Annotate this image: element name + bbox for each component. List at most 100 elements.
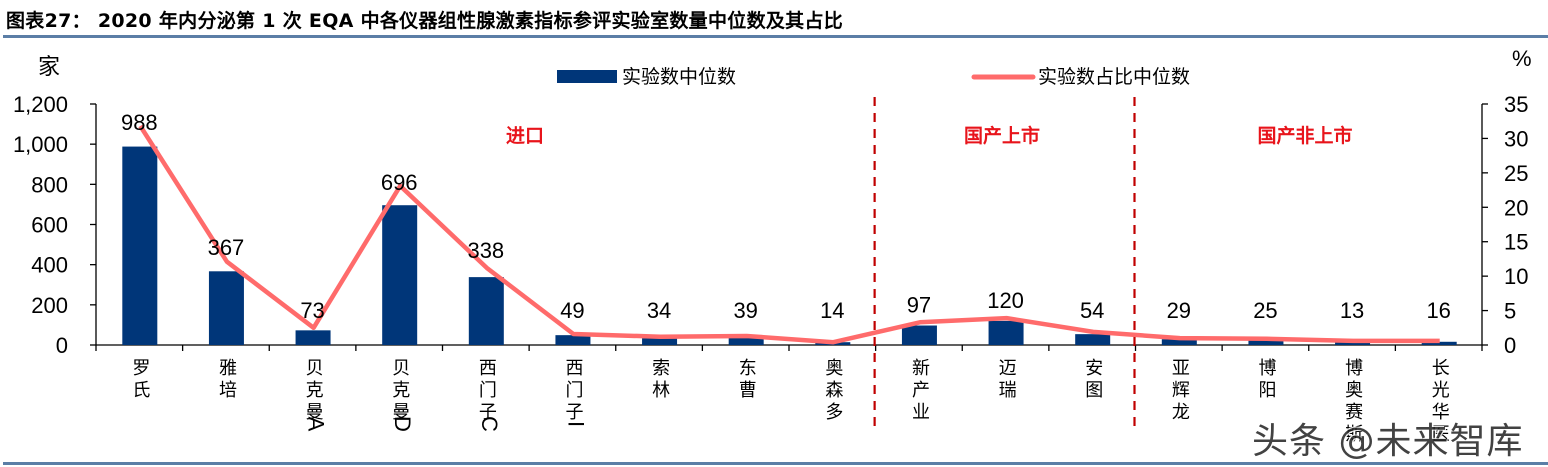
bar-value-label: 49	[560, 298, 584, 323]
bar-value-label: 16	[1426, 298, 1450, 323]
bar-value-label: 97	[907, 292, 931, 317]
category-label-char: 林	[652, 380, 670, 401]
category-label-char: 赛	[1345, 402, 1363, 423]
left-axis-tick-label: 1,200	[13, 92, 68, 117]
left-axis-tick-label: 600	[31, 213, 68, 238]
category-label-char: 阳	[1258, 380, 1276, 401]
category-label-char: 门	[479, 380, 497, 401]
category-label-char: 辉	[1172, 380, 1190, 401]
right-axis-tick-label: 15	[1504, 230, 1528, 255]
bar-value-label: 34	[647, 298, 671, 323]
bar	[468, 277, 504, 345]
bar-value-label: 338	[467, 238, 504, 263]
category-label-char: 迈	[999, 358, 1017, 379]
category-label-char: 光	[1432, 380, 1450, 401]
legend-line-label: 实验数占比中位数	[1038, 66, 1190, 88]
bar-value-label: 54	[1080, 298, 1104, 323]
figure-title: 图表27： 2020 年内分泌第 1 次 EQA 中各仪器组性腺激素指标参评实验…	[6, 10, 844, 32]
category-label-char: C	[477, 416, 502, 432]
category-label-char: 产	[912, 380, 930, 401]
category-label-char: 医	[1432, 424, 1450, 445]
category-label-char: A	[304, 417, 329, 432]
left-axis-unit: 家	[38, 55, 60, 80]
category-label-char: 长	[1432, 358, 1450, 379]
right-axis-tick-label: 0	[1504, 333, 1516, 358]
bar-value-label: 73	[300, 298, 324, 323]
ratio-line	[138, 124, 1440, 345]
category-label-char: 氏	[132, 380, 150, 401]
bar	[1335, 342, 1371, 345]
category-label-char: 图	[1085, 380, 1103, 401]
category-label-char: 亚	[1172, 358, 1190, 379]
right-axis-tick-label: 30	[1504, 126, 1528, 151]
category-label-char: 子	[479, 402, 497, 423]
legend-bar-swatch	[557, 70, 617, 83]
category-label-char: 多	[825, 402, 843, 423]
left-axis-tick-label: 1,000	[13, 132, 68, 157]
category-label-char: 曼	[306, 402, 324, 423]
bar	[1161, 339, 1197, 345]
right-axis-tick-label: 35	[1504, 92, 1528, 117]
category-label-char: 龙	[1172, 402, 1190, 423]
bar	[642, 338, 678, 345]
bar	[901, 325, 937, 345]
bar	[1421, 341, 1457, 345]
left-axis-tick-label: 800	[31, 172, 68, 197]
category-label-char: 博	[1258, 358, 1276, 379]
category-label-char: 曼	[392, 402, 410, 423]
category-label-char: 门	[565, 380, 583, 401]
category-label-char: 索	[652, 358, 670, 379]
category-label-char: 森	[825, 380, 843, 401]
category-label-char: 罗	[132, 358, 150, 379]
legend-bar-label: 实验数中位数	[622, 66, 736, 88]
bar	[382, 205, 418, 345]
category-label-char: 克	[306, 380, 324, 401]
category-label-char: I	[563, 421, 588, 427]
bar	[728, 337, 764, 345]
title-divider	[3, 35, 1548, 38]
category-label-char: 曹	[739, 380, 757, 401]
watermark: 头条 @未来智库	[1252, 421, 1524, 462]
category-label-char: 贝	[392, 358, 410, 379]
right-axis-tick-label: 25	[1504, 161, 1528, 186]
bar-value-label: 988	[121, 110, 158, 135]
category-label-char: 安	[1085, 358, 1103, 379]
bar-value-label: 120	[987, 288, 1024, 313]
group-label: 国产非上市	[1257, 124, 1352, 147]
bar	[122, 146, 158, 345]
right-axis-tick-label: 20	[1504, 195, 1528, 220]
category-label-char: 雅	[219, 358, 237, 379]
bar	[1075, 334, 1111, 345]
right-axis-unit: %	[1512, 46, 1532, 71]
bar-value-label: 696	[381, 170, 418, 195]
category-label-char: 东	[739, 358, 757, 379]
bar	[988, 320, 1024, 345]
bar	[295, 330, 331, 345]
bar	[208, 271, 244, 345]
category-label-char: 华	[1432, 402, 1450, 423]
bar-value-label: 13	[1340, 298, 1364, 323]
bar-value-label: 25	[1253, 298, 1277, 323]
category-label-char: 斯	[1345, 424, 1363, 445]
bar-value-label: 29	[1167, 298, 1191, 323]
right-axis-tick-label: 10	[1504, 264, 1528, 289]
category-label-char: 奥	[825, 358, 843, 379]
category-label-char: 培	[219, 380, 237, 401]
group-label: 国产上市	[964, 124, 1040, 147]
left-axis-tick-label: 0	[56, 333, 68, 358]
category-label-char: 子	[565, 402, 583, 423]
bottom-divider	[3, 462, 1548, 465]
bar-value-label: 367	[208, 235, 245, 260]
group-label: 进口	[506, 125, 544, 147]
category-label-char: 贝	[306, 358, 324, 379]
bar	[555, 335, 591, 345]
left-axis-tick-label: 400	[31, 253, 68, 278]
category-label-char: 奥	[1345, 380, 1363, 401]
bar-value-label: 14	[820, 298, 844, 323]
category-label-char: 克	[392, 380, 410, 401]
category-label-char: 新	[912, 358, 930, 379]
category-label-char: D	[390, 416, 415, 432]
right-axis-tick-label: 5	[1504, 299, 1516, 324]
left-axis-tick-label: 200	[31, 293, 68, 318]
